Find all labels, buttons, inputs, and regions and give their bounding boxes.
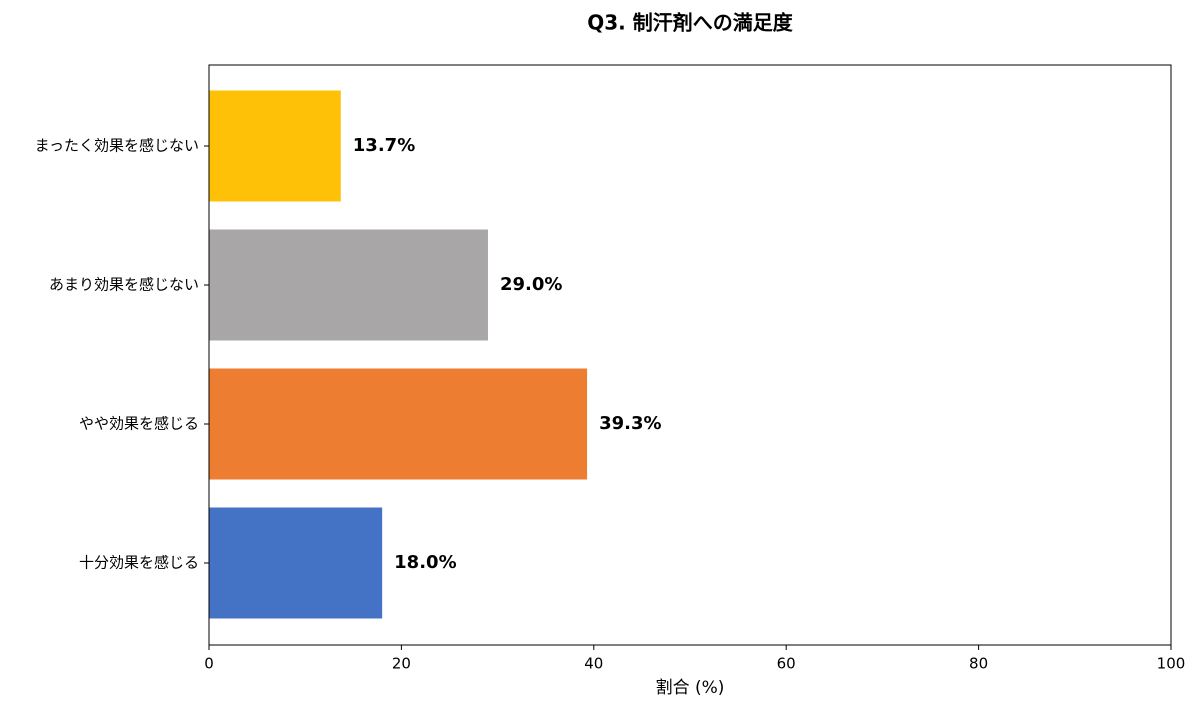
value-label: 13.7% (353, 135, 415, 156)
x-tick-label: 60 (777, 655, 796, 673)
plot-frame (208, 64, 1172, 646)
bar (209, 368, 588, 480)
bar (209, 229, 488, 341)
chart-title: Q3. 制汗剤への満足度 (587, 11, 793, 35)
y-tick-label: まったく効果を感じない (35, 137, 199, 155)
y-tick-label: やや効果を感じる (79, 415, 199, 433)
bar (209, 507, 383, 619)
x-tick-label: 0 (204, 655, 214, 673)
x-tick-label: 20 (392, 655, 411, 673)
x-tick-label: 100 (1157, 655, 1186, 673)
x-tick-label: 40 (584, 655, 603, 673)
x-tick-label: 80 (969, 655, 988, 673)
value-label: 18.0% (394, 552, 456, 573)
y-tick-label: 十分効果を感じる (79, 554, 199, 572)
value-label: 39.3% (599, 413, 661, 434)
x-axis-label: 割合 (%) (656, 678, 725, 698)
bar (209, 90, 341, 202)
y-tick-label: あまり効果を感じない (49, 276, 199, 294)
value-label: 29.0% (500, 274, 562, 295)
